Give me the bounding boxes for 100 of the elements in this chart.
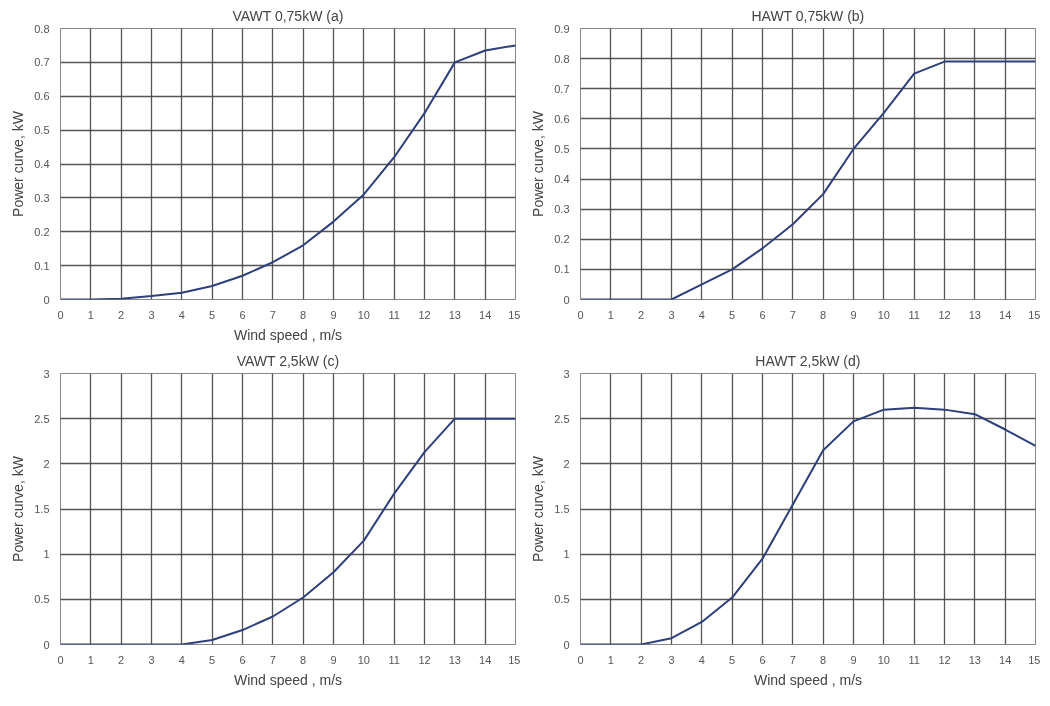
chart-title: VAWT 0,75kW (a) (232, 7, 344, 24)
x-tick-label: 0 (577, 653, 584, 666)
x-tick-label: 8 (300, 653, 307, 666)
x-tick-label: 5 (209, 653, 216, 666)
x-axis-title: Wind speed , m/s (233, 326, 343, 343)
y-tick-label: 0.3 (34, 191, 50, 204)
x-tick-label: 0 (57, 308, 64, 321)
x-tick-label: 11 (388, 653, 400, 666)
x-tick-label: 7 (269, 308, 276, 321)
x-tick-label: 11 (908, 308, 920, 321)
y-tick-label: 0.3 (554, 203, 570, 216)
y-tick-label: 0.7 (554, 82, 570, 95)
x-tick-label: 1 (87, 653, 94, 666)
y-tick-label: 0 (43, 638, 50, 651)
y-tick-label: 0 (563, 293, 570, 306)
y-tick-label: 0.2 (554, 233, 570, 246)
y-tick-label: 0 (43, 293, 50, 306)
x-tick-label: 4 (698, 653, 705, 666)
x-tick-label: 9 (330, 653, 337, 666)
y-tick-label: 1 (563, 548, 570, 561)
y-tick-label: 2.5 (34, 412, 50, 425)
y-tick-label: 0.1 (34, 259, 50, 272)
y-tick-label: 0.1 (554, 263, 570, 276)
x-tick-label: 6 (239, 308, 246, 321)
x-tick-label: 10 (357, 653, 370, 666)
x-tick-label: 10 (877, 653, 890, 666)
x-tick-label: 4 (178, 653, 185, 666)
x-tick-label: 7 (269, 653, 276, 666)
x-axis-title: Wind speed , m/s (233, 671, 343, 688)
y-tick-label: 0.6 (554, 112, 570, 125)
x-tick-label: 13 (968, 653, 981, 666)
x-tick-label: 1 (87, 308, 94, 321)
x-tick-label: 9 (850, 308, 857, 321)
y-tick-label: 0 (563, 638, 570, 651)
y-tick-label: 0.4 (34, 158, 50, 170)
x-tick-label: 6 (759, 653, 766, 666)
y-tick-label: 0.2 (34, 225, 50, 238)
x-tick-label: 15 (1028, 653, 1041, 666)
x-tick-label: 2 (638, 653, 645, 666)
y-tick-label: 0.5 (554, 142, 570, 155)
y-axis-title: Power curve, kW (530, 110, 547, 217)
x-tick-label: 3 (668, 308, 675, 321)
y-tick-label: 0.5 (34, 593, 50, 606)
chart-title: HAWT 2,5kW (d) (755, 352, 861, 369)
x-tick-label: 13 (968, 308, 981, 321)
x-tick-label: 15 (508, 308, 521, 321)
x-tick-label: 1 (607, 653, 614, 666)
y-tick-label: 2 (563, 457, 570, 470)
y-tick-label: 2.5 (554, 412, 570, 425)
x-tick-label: 5 (729, 308, 736, 321)
x-tick-label: 14 (999, 308, 1012, 321)
x-tick-label: 0 (57, 653, 64, 666)
x-tick-label: 12 (938, 308, 951, 321)
x-tick-label: 8 (820, 308, 827, 321)
y-axis-title: Power curve, kW (530, 455, 547, 562)
chart-title: VAWT 2,5kW (c) (236, 352, 340, 369)
x-tick-label: 12 (418, 653, 431, 666)
y-tick-label: 3 (43, 367, 50, 380)
y-tick-label: 0.5 (554, 593, 570, 606)
x-tick-label: 4 (698, 308, 705, 321)
x-tick-label: 6 (759, 308, 766, 321)
x-tick-label: 9 (330, 308, 337, 321)
x-tick-label: 3 (668, 653, 675, 666)
x-tick-label: 11 (908, 653, 920, 666)
x-tick-label: 10 (357, 308, 370, 321)
x-tick-label: 7 (789, 653, 796, 666)
x-tick-label: 6 (239, 653, 246, 666)
x-tick-label: 2 (638, 308, 645, 321)
y-axis-title: Power curve, kW (10, 455, 27, 562)
x-tick-label: 5 (209, 308, 216, 321)
x-tick-label: 15 (1028, 308, 1041, 321)
x-tick-label: 11 (388, 308, 400, 321)
x-tick-label: 15 (508, 653, 521, 666)
chart-title: HAWT 0,75kW (b) (751, 7, 865, 24)
y-tick-label: 0.9 (554, 22, 570, 35)
y-tick-label: 0.8 (554, 52, 570, 65)
x-tick-label: 1 (607, 308, 614, 321)
x-tick-label: 5 (729, 653, 736, 666)
x-tick-label: 7 (789, 308, 796, 321)
x-tick-label: 8 (300, 308, 307, 321)
x-tick-label: 10 (877, 308, 890, 321)
y-tick-label: 2 (43, 457, 50, 470)
x-tick-label: 12 (938, 653, 951, 666)
x-tick-label: 4 (178, 308, 185, 321)
y-tick-label: 0.5 (34, 124, 50, 137)
y-tick-label: 0.6 (34, 90, 50, 103)
x-tick-label: 14 (999, 653, 1012, 666)
y-tick-label: 0.4 (554, 173, 570, 186)
y-tick-label: 1.5 (554, 503, 570, 515)
x-tick-label: 2 (118, 308, 125, 321)
x-tick-label: 13 (448, 653, 461, 666)
x-tick-label: 0 (577, 308, 584, 321)
x-tick-label: 14 (479, 653, 492, 666)
y-axis-title: Power curve, kW (10, 110, 27, 217)
y-tick-label: 1.5 (34, 503, 50, 515)
x-tick-label: 3 (148, 653, 155, 666)
x-tick-label: 3 (148, 308, 155, 321)
y-tick-label: 3 (563, 367, 570, 380)
x-tick-label: 12 (418, 308, 431, 321)
y-tick-label: 0.8 (34, 22, 50, 35)
